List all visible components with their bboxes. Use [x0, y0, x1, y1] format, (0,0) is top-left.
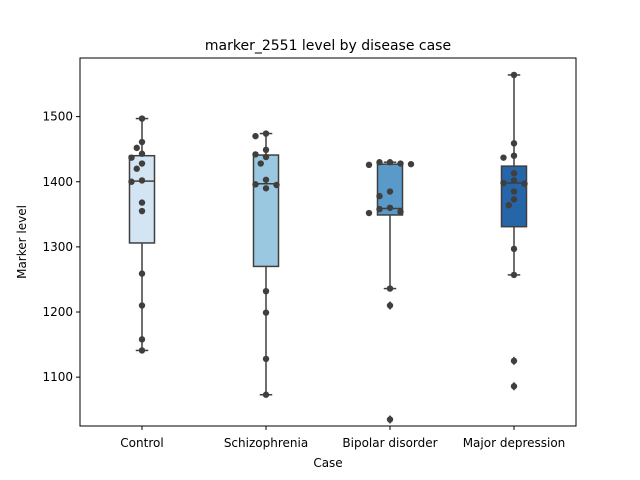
swarm-points	[365, 159, 415, 423]
data-point	[252, 181, 259, 188]
data-point	[133, 165, 140, 172]
swarm-points	[252, 130, 280, 398]
data-point	[386, 159, 394, 166]
data-point	[262, 176, 270, 183]
data-point	[500, 179, 507, 187]
data-point	[510, 177, 518, 184]
data-point	[252, 151, 259, 158]
data-point	[376, 205, 383, 213]
data-point	[262, 287, 270, 295]
axes-frame	[79, 57, 577, 427]
y-tick-label: 1100	[42, 370, 73, 384]
y-tick-label: 1200	[42, 305, 73, 319]
data-point	[262, 130, 270, 137]
data-point	[510, 188, 518, 195]
data-point	[138, 150, 146, 157]
chart-title: marker_2551 level by disease case	[205, 38, 451, 54]
x-tick-label: Schizophrenia	[224, 436, 308, 450]
data-point	[510, 140, 518, 147]
data-point	[386, 416, 394, 423]
data-point	[510, 271, 518, 279]
x-tick-label: Bipolar disorder	[342, 436, 437, 450]
x-axis-label: Case	[313, 456, 342, 470]
data-point	[397, 208, 404, 215]
data-point	[138, 336, 146, 343]
y-tick-label: 1300	[42, 240, 73, 254]
data-point	[365, 161, 373, 169]
data-point	[386, 188, 394, 195]
data-point	[262, 309, 270, 316]
y-axis: 1100 1200 1300 1400 1500	[42, 110, 80, 384]
data-point	[510, 152, 518, 159]
data-point	[133, 144, 140, 152]
y-tick-label: 1400	[42, 175, 73, 189]
data-point	[138, 302, 146, 309]
box-group	[376, 161, 404, 424]
data-point	[505, 202, 512, 209]
swarm-points	[500, 71, 528, 390]
data-point	[262, 391, 270, 398]
y-axis-label: Marker level	[15, 205, 29, 279]
data-point	[510, 357, 518, 365]
data-point	[407, 160, 415, 168]
swarm-points	[128, 115, 146, 354]
data-point	[510, 71, 518, 79]
data-point	[138, 199, 146, 206]
data-point	[386, 285, 394, 292]
data-point	[262, 355, 270, 363]
plot-area	[79, 57, 577, 427]
data-point	[257, 160, 264, 167]
data-point	[500, 154, 507, 161]
box-group	[252, 132, 280, 396]
data-point	[510, 245, 518, 253]
x-tick-label: Major depression	[463, 436, 566, 450]
data-point	[138, 160, 146, 167]
box-iqr	[128, 154, 156, 244]
data-point	[365, 209, 373, 217]
data-point	[138, 115, 146, 122]
data-point	[386, 302, 394, 309]
data-point	[262, 146, 270, 154]
data-point	[128, 178, 135, 185]
data-point	[138, 270, 146, 277]
box-iqr	[252, 154, 280, 268]
x-axis: Control Schizophrenia Bipolar disorder Majo…	[120, 426, 565, 450]
x-tick-label: Control	[120, 436, 163, 450]
data-point	[397, 160, 404, 167]
data-point	[376, 159, 383, 166]
data-point	[138, 347, 146, 354]
data-point	[138, 207, 146, 215]
box-group	[500, 74, 528, 391]
box-group	[128, 117, 156, 352]
data-point	[386, 204, 394, 212]
data-point	[273, 181, 280, 189]
data-point	[128, 154, 135, 161]
y-tick-label: 1500	[42, 110, 73, 124]
data-point	[376, 192, 383, 200]
data-point	[510, 383, 518, 390]
data-point	[138, 177, 146, 184]
data-point	[138, 138, 146, 146]
data-point	[252, 132, 259, 140]
data-point	[510, 196, 518, 203]
data-point	[262, 153, 270, 161]
data-point	[521, 180, 528, 187]
data-point	[510, 170, 518, 177]
data-point	[262, 185, 270, 192]
